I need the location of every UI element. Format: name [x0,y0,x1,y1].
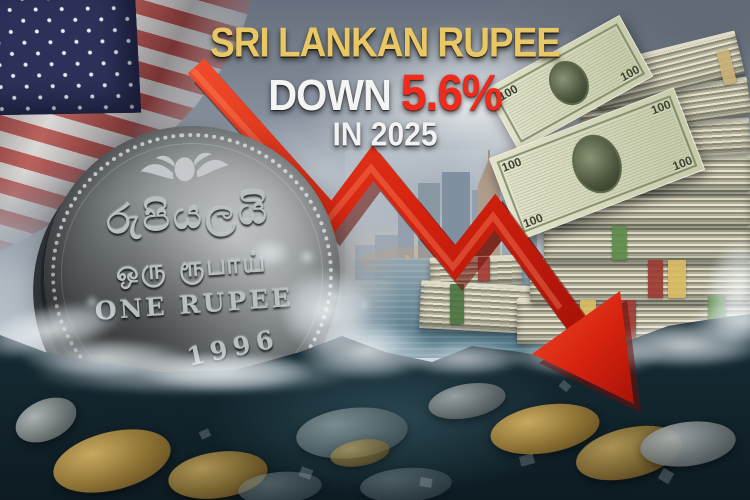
debris [558,379,572,393]
bundle-band [580,300,596,340]
spray-droplet [330,292,340,302]
debris [198,428,212,440]
sunken-coin-icon [358,464,454,500]
headline-subtitle: DOWN 5.6% [190,66,580,120]
bundle-band [478,257,490,281]
headline: SRI LANKAN RUPEE DOWN 5.6% IN 2025 [190,19,580,151]
spray-droplet [86,296,98,308]
debris [518,453,536,467]
bill-denomination: 100 [521,210,545,231]
bundle-band [668,260,686,298]
bundle-band [612,226,627,260]
debris [419,477,433,488]
bundle-band [450,284,464,324]
spray-droplet [360,300,369,309]
spray-droplet [300,250,314,264]
water-splash-icon [250,238,290,268]
flag-stars-canton [0,0,142,116]
debris [657,467,675,485]
sunken-coin-icon [425,377,509,425]
bill-denomination: 100 [670,153,695,174]
sunken-coin-icon [8,388,84,452]
bill-denomination: 100 [617,62,643,85]
down-label: DOWN [268,71,392,120]
headline-year: IN 2025 [332,116,438,153]
bundle-band [648,260,663,298]
bill-denomination: 100 [499,154,524,175]
headline-title: SRI LANKAN RUPEE [210,19,561,66]
bill-denomination: 100 [649,97,673,118]
percent-value: 5.6% [400,63,503,121]
